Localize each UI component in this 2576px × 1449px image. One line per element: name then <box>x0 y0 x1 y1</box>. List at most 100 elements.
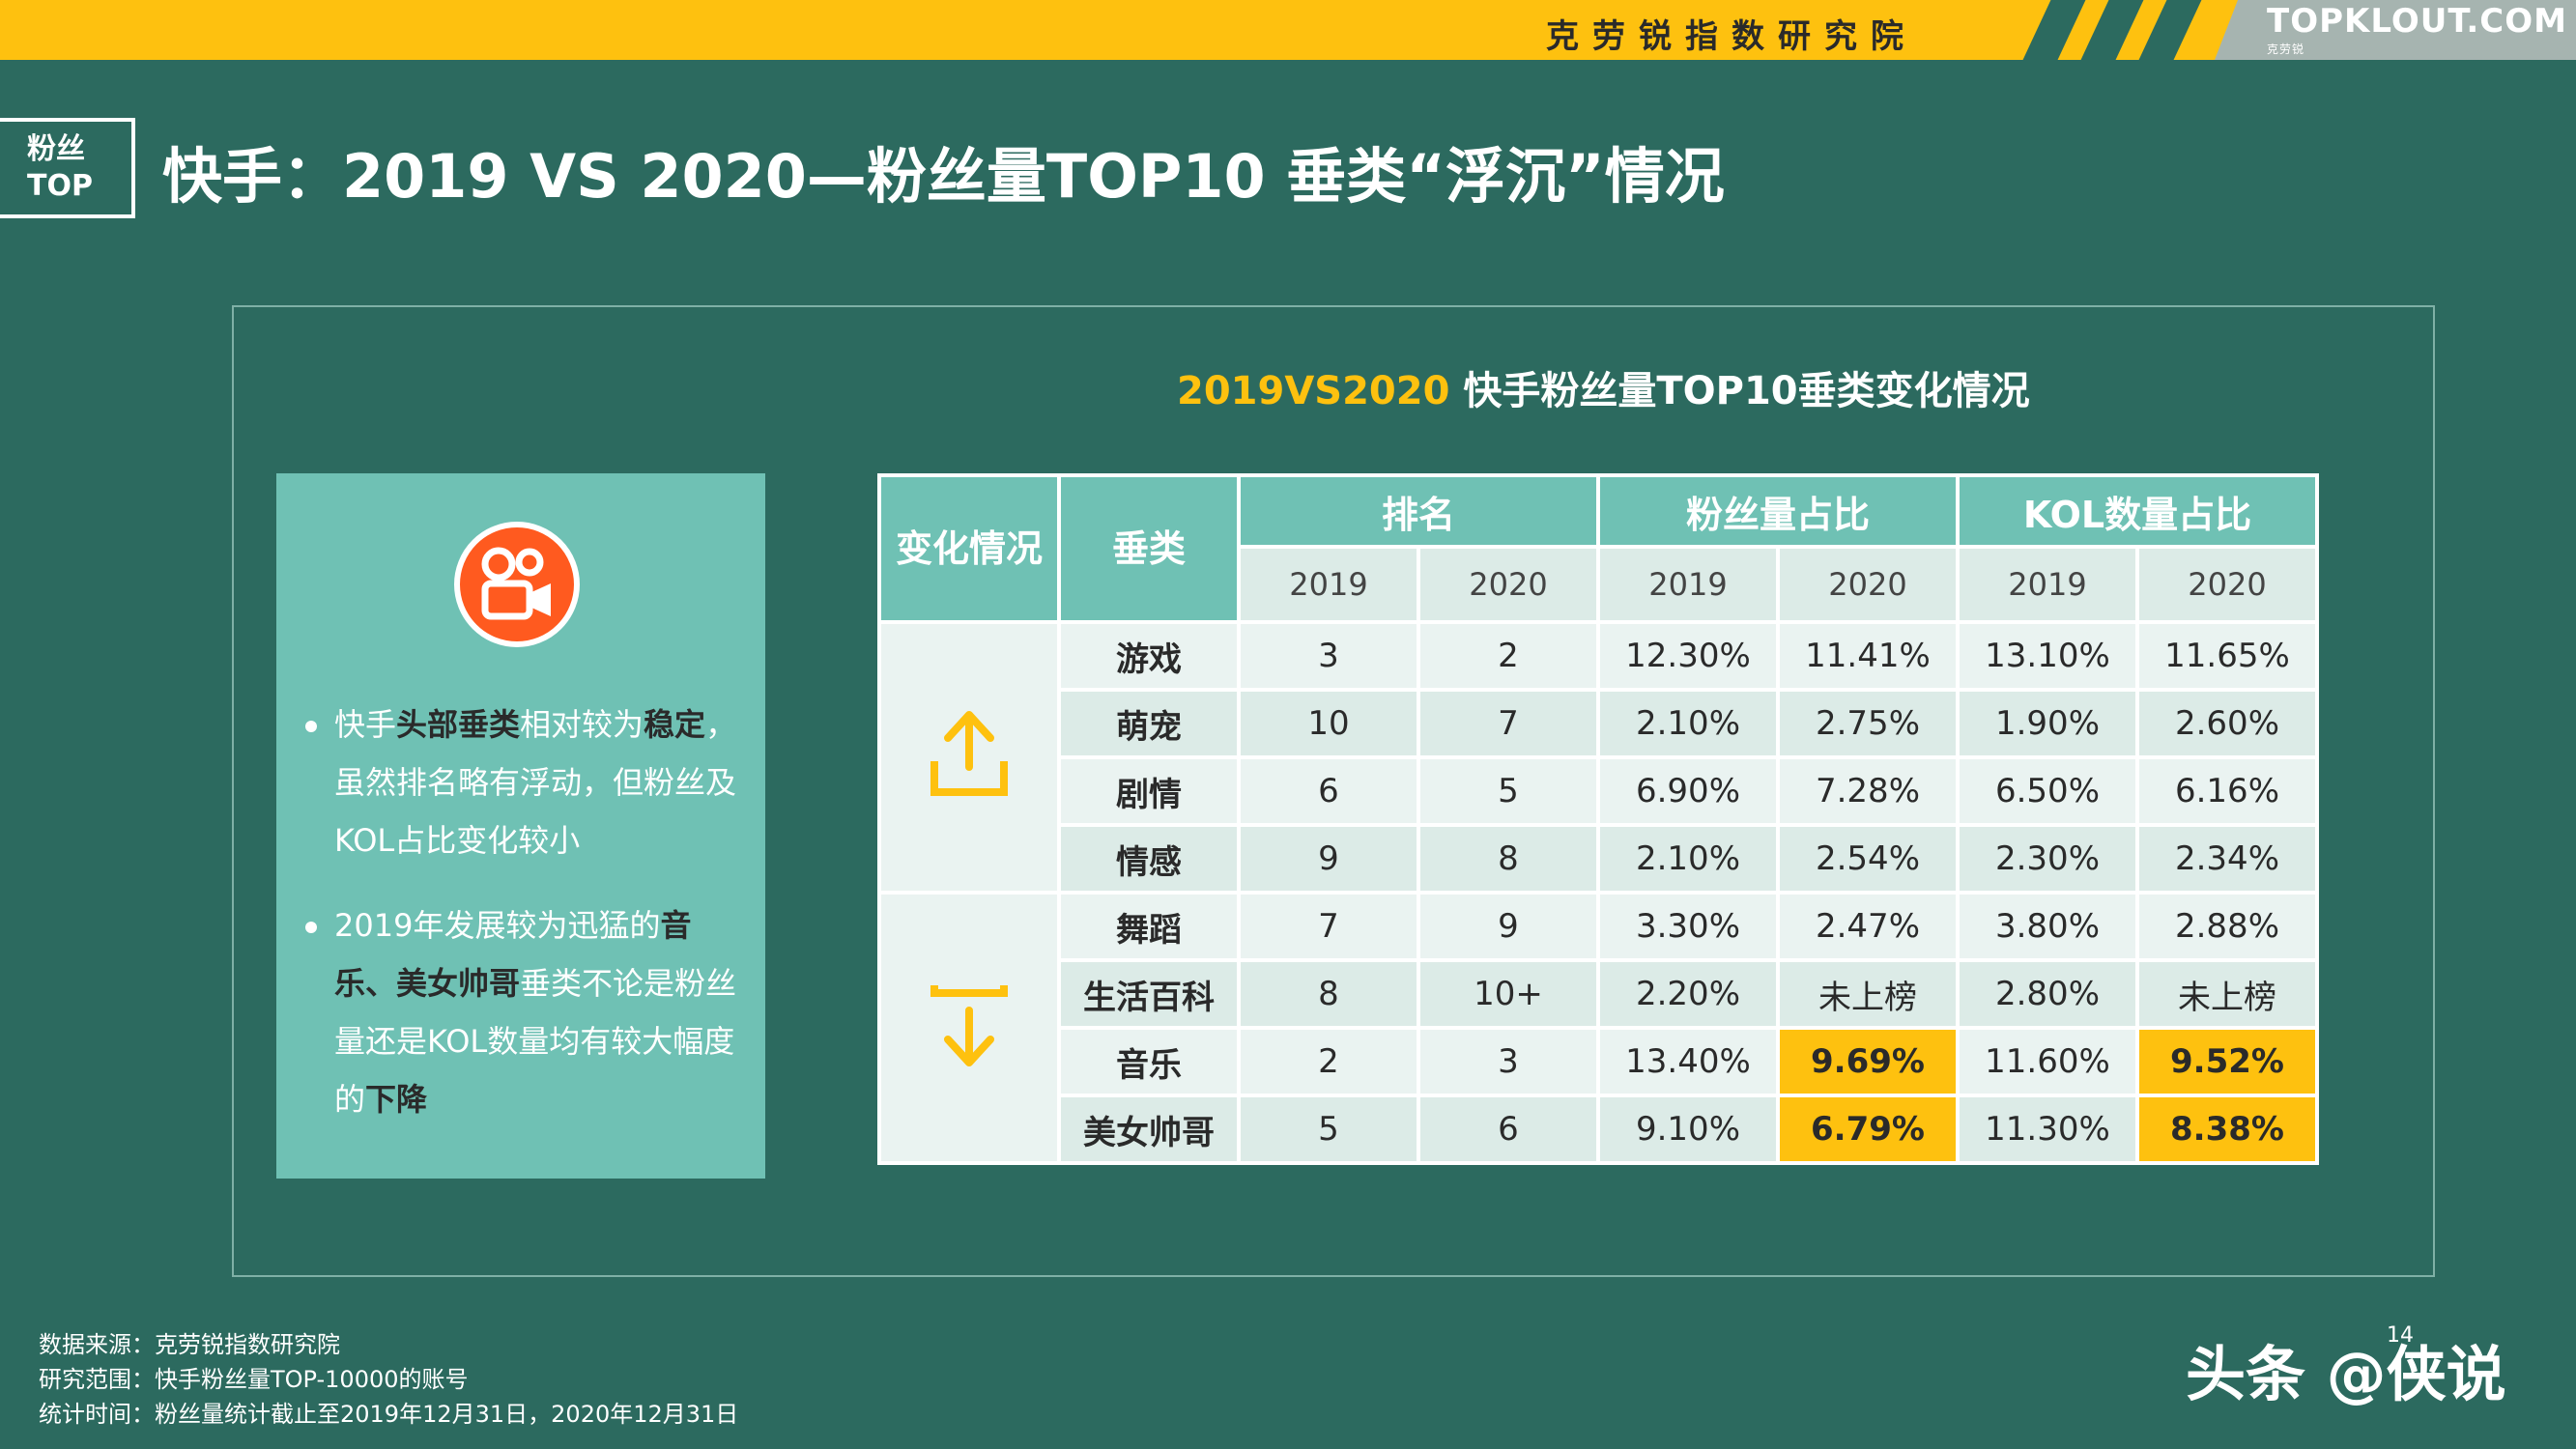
table-cell: 9.69% <box>1776 1026 1960 1097</box>
footnotes: 数据来源：克劳锐指数研究院 研究范围：快手粉丝量TOP-10000的账号 统计时… <box>39 1327 738 1432</box>
table-row: 美女帅哥 5 6 9.10% 6.79% 11.30% 8.38% <box>879 1094 2319 1165</box>
data-table: 变化情况 垂类 排名 粉丝量占比 KOL数量占比 2019 2020 2019 … <box>877 473 2319 1165</box>
summary-bullet-2: 2019年发展较为迅猛的音乐、美女帅哥垂类不论是粉丝量还是KOL数量均有较大幅度… <box>296 896 750 1128</box>
header-kol-share: KOL数量占比 <box>1956 473 2319 549</box>
table-cell: 6.79% <box>1776 1094 1960 1165</box>
table-cell: 7 <box>1417 688 1600 759</box>
table-cell: 6.50% <box>1956 755 2139 827</box>
table-cell: 5 <box>1417 755 1600 827</box>
footnote-source: 数据来源：克劳锐指数研究院 <box>39 1331 340 1358</box>
table-cell: 9.10% <box>1596 1094 1780 1165</box>
table-cell: 9.52% <box>2135 1026 2319 1097</box>
banner-stripe <box>2022 0 2086 60</box>
category-cell: 萌宠 <box>1057 688 1241 759</box>
category-cell: 情感 <box>1057 823 1241 895</box>
brand-text: TOPKLOUT.COM <box>2267 2 2567 41</box>
chart-title-years: 2019VS2020 <box>1177 369 1450 413</box>
bullet-text-segment: ，虽然排名略有浮动，但粉丝及KOL占比变化较小 <box>334 706 737 859</box>
section-tag: 粉丝 TOP <box>0 118 135 218</box>
kuaishou-app-icon <box>454 522 580 647</box>
table-cell: 2.10% <box>1596 823 1780 895</box>
header-fans-share: 粉丝量占比 <box>1596 473 1960 549</box>
category-cell: 舞蹈 <box>1057 891 1241 962</box>
table-cell: 11.41% <box>1776 620 1960 692</box>
table-cell: 1.90% <box>1956 688 2139 759</box>
table-cell: 6 <box>1237 755 1420 827</box>
table-cell: 7.28% <box>1776 755 1960 827</box>
brand-tagline: 克劳锐 <box>2267 43 2305 56</box>
table-cell: 11.65% <box>2135 620 2319 692</box>
brand-logo: TOPKLOUT.COM 克劳锐 <box>2215 0 2576 60</box>
table-cell: 2.47% <box>1776 891 1960 962</box>
footnote-period: 统计时间：粉丝量统计截止至2019年12月31日，2020年12月31日 <box>39 1401 739 1428</box>
table-cell: 2.30% <box>1956 823 2139 895</box>
bullet-text-segment: 2019年发展较为迅猛的 <box>334 907 661 944</box>
table-cell: 2.34% <box>2135 823 2319 895</box>
bullet-text-segment: 音乐、美女帅哥 <box>334 907 692 1002</box>
table-row: 音乐 2 3 13.40% 9.69% 11.60% 9.52% <box>879 1026 2319 1097</box>
table-cell: 5 <box>1237 1094 1420 1165</box>
table-cell: 9 <box>1417 891 1600 962</box>
summary-bullets: 快手头部垂类相对较为稳定，虽然排名略有浮动，但粉丝及KOL占比变化较小 2019… <box>296 696 750 1155</box>
content-panel <box>232 305 2435 1277</box>
category-cell: 音乐 <box>1057 1026 1241 1097</box>
table-cell: 3.80% <box>1956 891 2139 962</box>
table-cell: 2.10% <box>1596 688 1780 759</box>
table-cell: 8.38% <box>2135 1094 2319 1165</box>
footnote-scope: 研究范围：快手粉丝量TOP-10000的账号 <box>39 1366 469 1393</box>
subheader-year: 2020 <box>1776 545 1960 624</box>
category-cell: 美女帅哥 <box>1057 1094 1241 1165</box>
bullet-text-segment: 垂类不论是粉丝量还是KOL数量均有较大幅度的 <box>334 965 737 1118</box>
section-tag-line2: TOP <box>27 169 93 203</box>
subheader-year: 2019 <box>1956 545 2139 624</box>
table-row: 剧情 6 5 6.90% 7.28% 6.50% 6.16% <box>879 755 2319 827</box>
table-cell: 2 <box>1417 620 1600 692</box>
section-tag-line1: 粉丝 <box>27 132 85 166</box>
arrow-up-icon <box>877 620 1061 895</box>
arrow-down-icon <box>877 891 1061 1165</box>
category-cell: 生活百科 <box>1057 958 1241 1030</box>
table-cell: 8 <box>1237 958 1420 1030</box>
org-name: 克劳锐指数研究院 <box>1546 17 1917 56</box>
kuaishou-logo-glyph <box>481 547 551 620</box>
banner-stripe <box>2138 0 2202 60</box>
banner-stripe <box>2080 0 2144 60</box>
table-cell: 未上榜 <box>2135 958 2319 1030</box>
table-cell: 2.75% <box>1776 688 1960 759</box>
table-cell: 2.88% <box>2135 891 2319 962</box>
table-cell: 13.10% <box>1956 620 2139 692</box>
header-category: 垂类 <box>1057 473 1241 624</box>
table-cell: 6 <box>1417 1094 1600 1165</box>
table-row: 舞蹈 7 9 3.30% 2.47% 3.80% 2.88% <box>877 891 2319 1165</box>
table-cell: 9 <box>1237 823 1420 895</box>
top-banner: 克劳锐指数研究院 TOPKLOUT.COM 克劳锐 <box>0 0 2576 60</box>
table-cell: 2.54% <box>1776 823 1960 895</box>
subheader-year: 2020 <box>2135 545 2319 624</box>
table-cell: 8 <box>1417 823 1600 895</box>
table-cell: 3.30% <box>1596 891 1780 962</box>
table-row: 情感 9 8 2.10% 2.54% 2.30% 2.34% <box>879 823 2319 895</box>
table-cell: 10 <box>1237 688 1420 759</box>
table-cell: 6.16% <box>2135 755 2319 827</box>
header-rank: 排名 <box>1237 473 1600 549</box>
summary-bullet-1: 快手头部垂类相对较为稳定，虽然排名略有浮动，但粉丝及KOL占比变化较小 <box>296 696 750 869</box>
table-row: 游戏 3 2 12.30% 11.41% 13.10% 11.65% <box>877 620 2319 895</box>
bullet-text-segment: 相对较为 <box>520 706 644 743</box>
page-number: 14 <box>2387 1323 2414 1348</box>
toutiao-watermark: 头条 @侠说 <box>2186 1339 2506 1409</box>
bullet-text-segment: 下降 <box>365 1081 428 1118</box>
bullet-text-segment: 稳定 <box>644 706 706 743</box>
table-cell: 6.90% <box>1596 755 1780 827</box>
table-cell: 11.60% <box>1956 1026 2139 1097</box>
table-cell: 2 <box>1237 1026 1420 1097</box>
page-title: 快手：2019 VS 2020—粉丝量TOP10 垂类“浮沉”情况 <box>162 141 1725 212</box>
table-cell: 3 <box>1237 620 1420 692</box>
table-cell: 12.30% <box>1596 620 1780 692</box>
table-cell: 2.20% <box>1596 958 1780 1030</box>
table-cell: 未上榜 <box>1776 958 1960 1030</box>
table-row: 生活百科 8 10+ 2.20% 未上榜 2.80% 未上榜 <box>879 958 2319 1030</box>
summary-card: 快手头部垂类相对较为稳定，虽然排名略有浮动，但粉丝及KOL占比变化较小 2019… <box>276 473 765 1179</box>
table-cell: 11.30% <box>1956 1094 2139 1165</box>
category-cell: 剧情 <box>1057 755 1241 827</box>
subheader-year: 2020 <box>1417 545 1600 624</box>
